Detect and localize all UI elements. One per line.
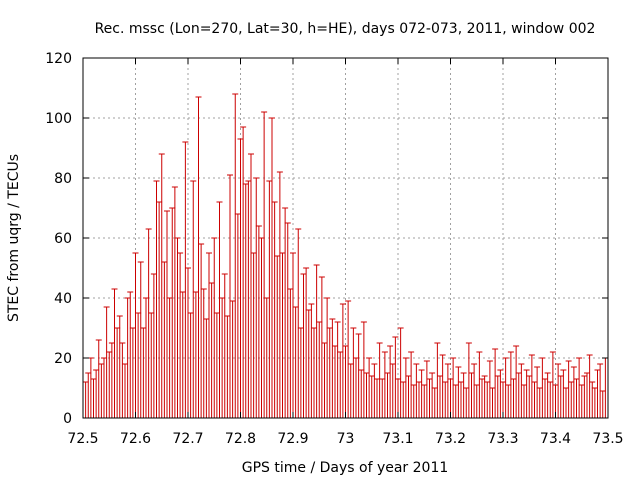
y-tick-label: 40 [54,291,72,307]
y-axis-label: STEC from uqrg / TECUs [6,154,22,322]
chart-title: Rec. mssc (Lon=270, Lat=30, h=HE), days … [95,21,596,37]
y-tick-label: 80 [54,171,72,187]
y-tick-label: 20 [54,351,72,367]
x-tick-label: 72.6 [120,431,151,447]
x-tick-label: 73.1 [382,431,413,447]
y-tick-label: 60 [54,231,72,247]
x-tick-label: 73.5 [592,431,623,447]
y-tick-label: 100 [45,111,72,127]
x-tick-label: 73.3 [487,431,518,447]
y-axis: 0 20 40 60 80 100 120 [45,51,608,427]
x-tick-label: 72.5 [67,431,98,447]
x-tick-label: 72.8 [225,431,256,447]
x-tick-label: 72.9 [277,431,308,447]
error-bars [82,93,609,418]
y-tick-label: 120 [45,51,72,67]
y-tick-label: 0 [63,411,72,427]
x-tick-label: 73.4 [540,431,571,447]
x-tick-label: 73 [337,431,355,447]
x-tick-label: 72.7 [172,431,203,447]
x-axis-label: GPS time / Days of year 2011 [242,460,449,476]
x-tick-label: 73.2 [435,431,466,447]
grid [83,58,608,418]
x-axis: 72.5 72.6 72.7 72.8 72.9 73 73.1 73.2 73.3 73.4 73… [67,58,624,447]
